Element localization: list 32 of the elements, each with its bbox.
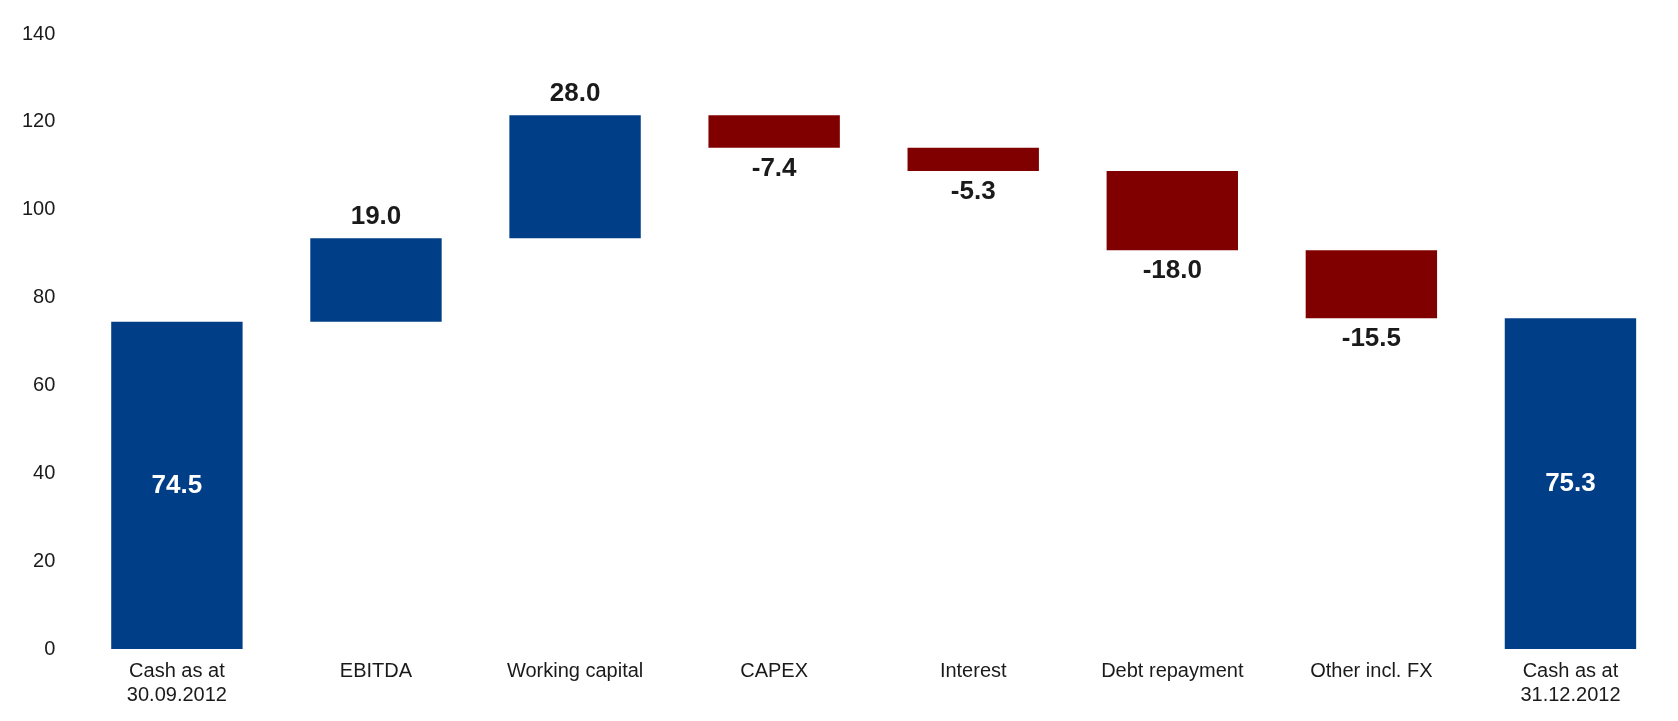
bar [1305, 250, 1438, 319]
x-tick-label: Cash as at 30.09.2012 [126, 658, 227, 705]
bar [111, 321, 243, 649]
bar [509, 115, 641, 239]
y-tick-label: 20 [33, 548, 56, 571]
x-tick-label: CAPEX [740, 658, 809, 681]
bar [310, 238, 442, 322]
y-tick-label: 60 [33, 372, 56, 395]
data-label: -7.4 [751, 151, 798, 182]
x-tick-label: Debt repayment [1101, 658, 1244, 681]
x-tick-label: EBITDA [339, 658, 413, 681]
data-label: -15.5 [1341, 322, 1402, 353]
x-tick-label: Working capital [506, 658, 644, 681]
bar [708, 115, 840, 148]
y-tick-label: 140 [21, 21, 56, 44]
y-tick-label: 120 [21, 109, 56, 132]
data-label: 19.0 [350, 200, 402, 231]
y-tick-label: 40 [33, 460, 56, 483]
data-label: 28.0 [549, 77, 601, 108]
bar [1504, 318, 1637, 649]
bar [907, 147, 1039, 172]
x-tick-label: Cash as at 31.12.2012 [1520, 658, 1621, 705]
data-label: -5.3 [950, 175, 996, 206]
bar [1106, 171, 1238, 251]
x-tick-label: Other incl. FX [1310, 658, 1433, 681]
y-tick-label: 100 [21, 197, 56, 220]
y-tick-label: 80 [33, 285, 56, 308]
y-tick-label: 0 [44, 636, 56, 659]
data-label: 74.5 [151, 468, 203, 499]
data-label: 75.3 [1545, 466, 1596, 497]
x-tick-label: Interest [939, 658, 1008, 681]
data-label: -18.0 [1142, 254, 1202, 285]
